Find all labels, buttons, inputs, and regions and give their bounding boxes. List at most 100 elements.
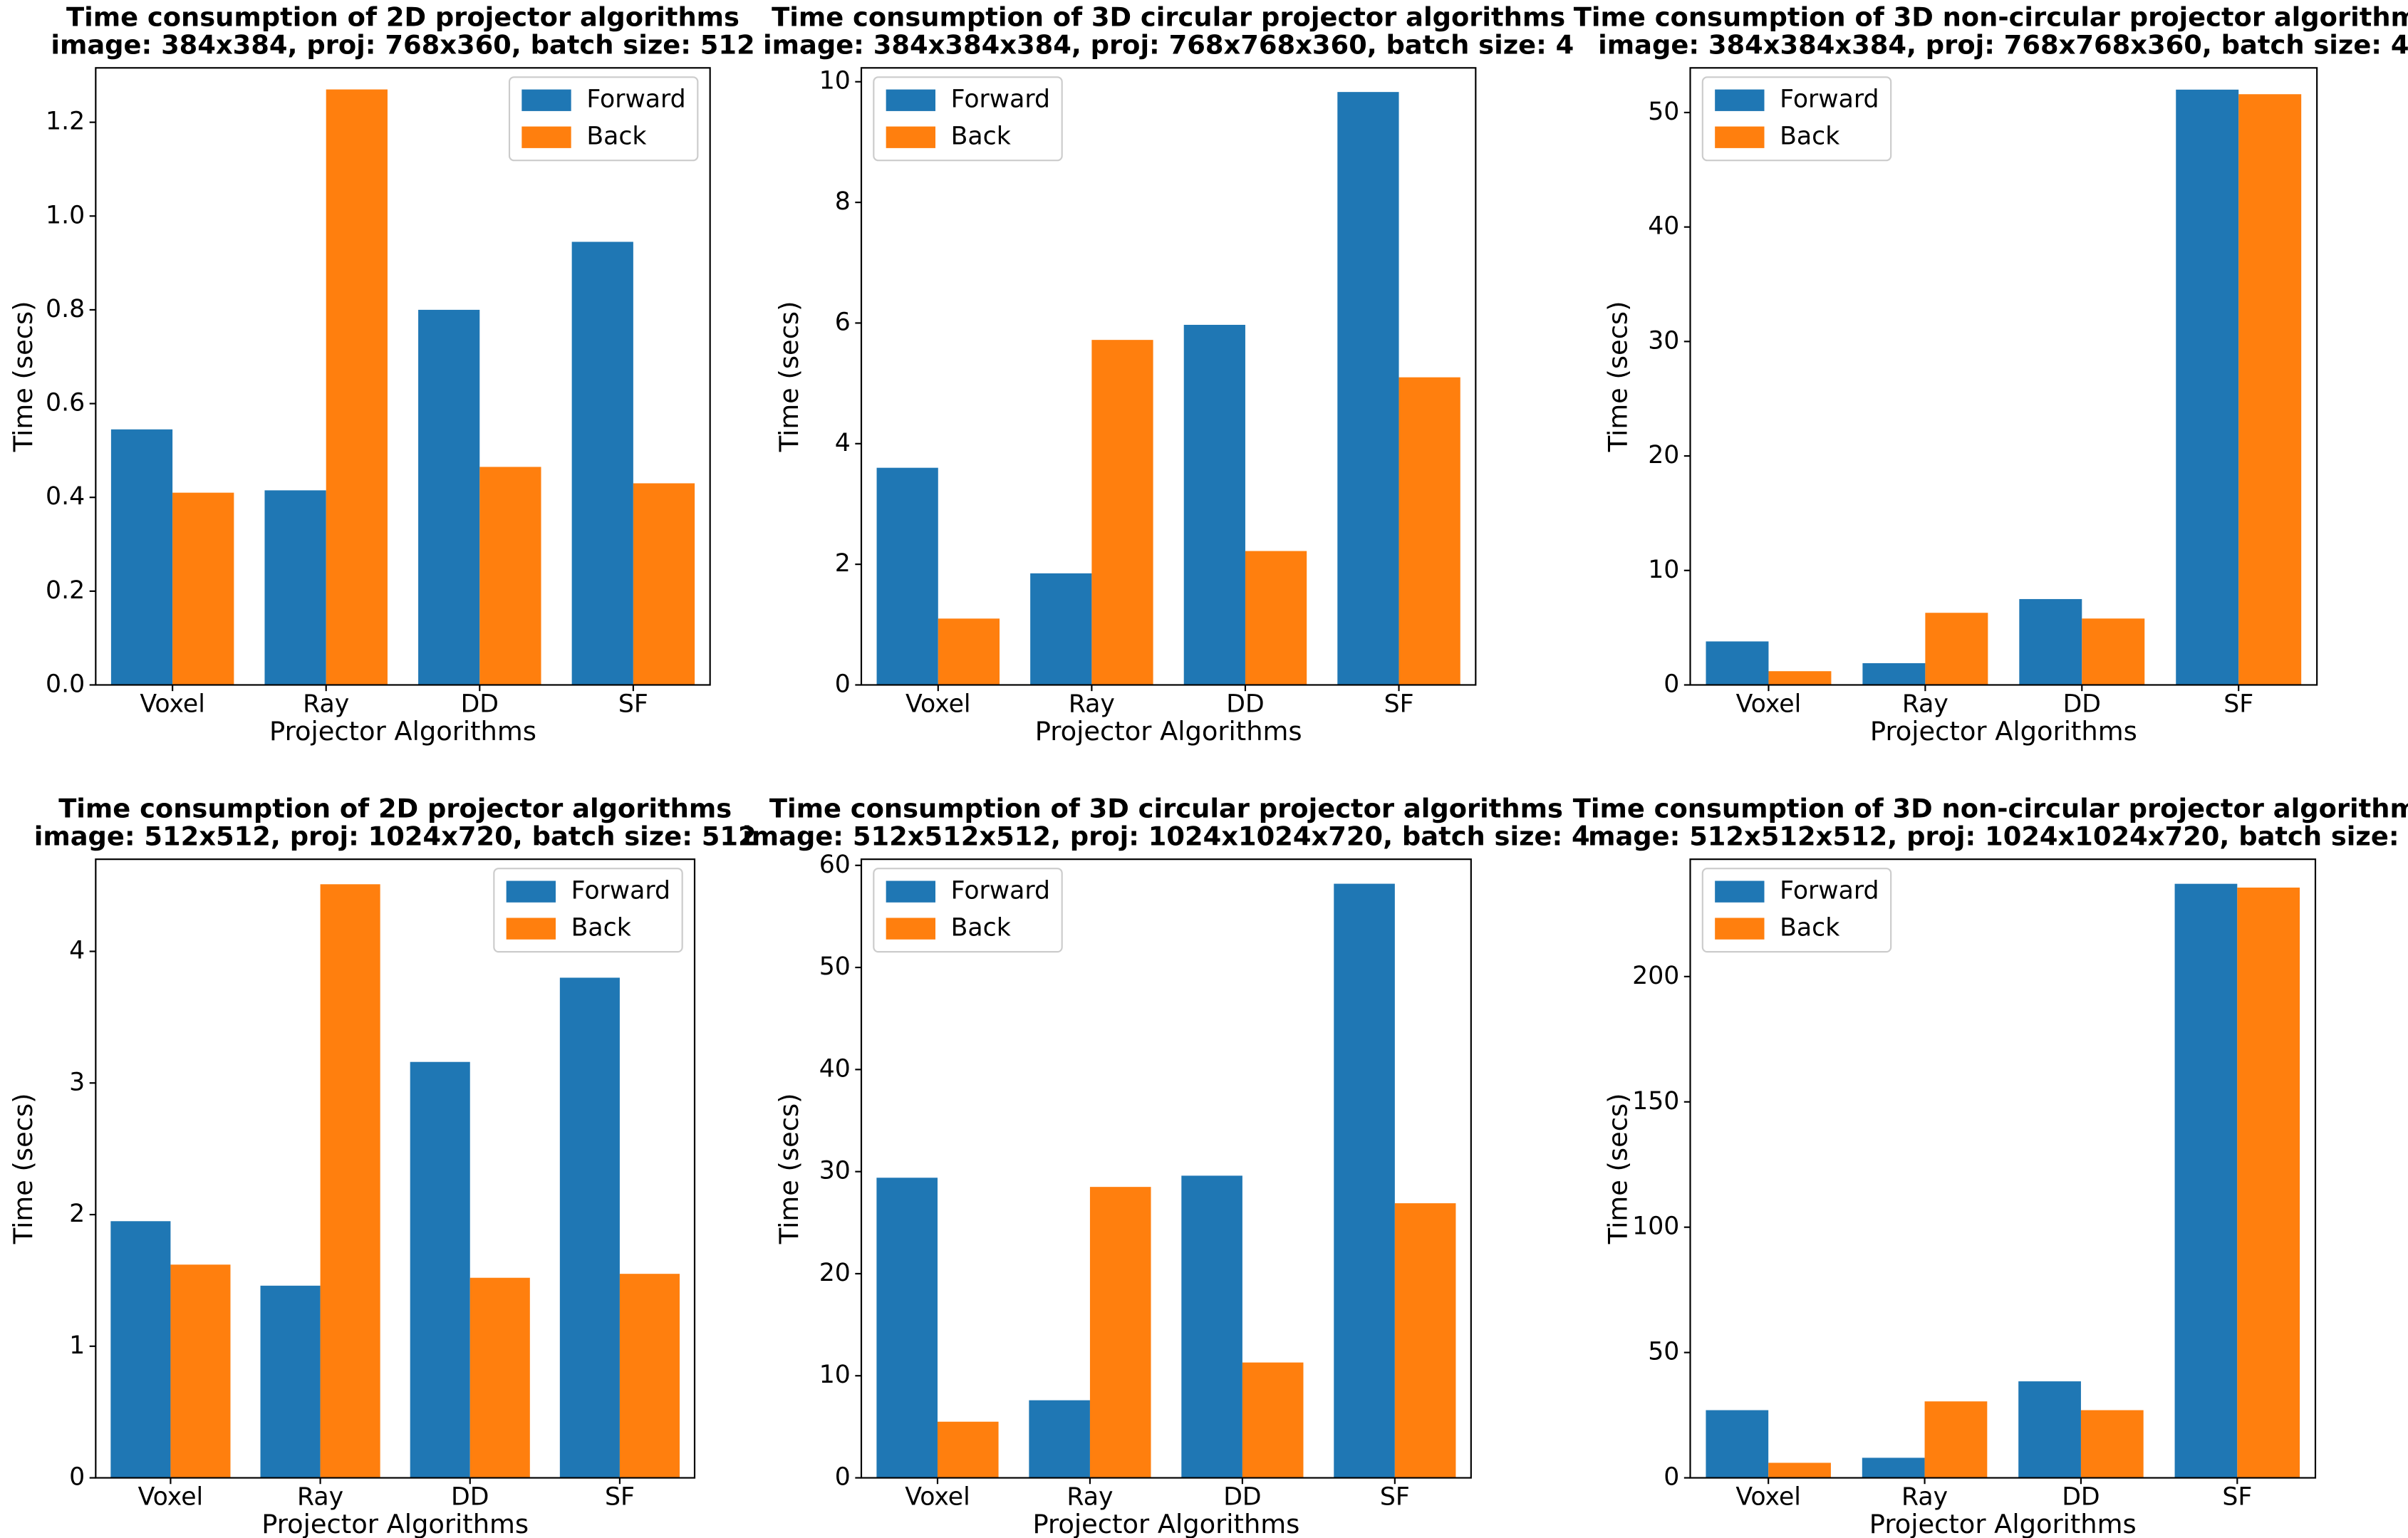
x-tick-label: DD bbox=[451, 1483, 489, 1512]
y-tick-label: 40 bbox=[1648, 212, 1679, 241]
legend-label: Forward bbox=[1780, 85, 1879, 114]
axes-frame bbox=[1689, 67, 2318, 686]
y-tick-label: 0 bbox=[835, 670, 851, 698]
x-tick-label: Ray bbox=[1901, 1483, 1948, 1512]
x-tick-label: Ray bbox=[297, 1483, 343, 1512]
x-axis-label: Projector Algorithms bbox=[269, 716, 536, 747]
chart-title: Time consumption of 3D non-circular proj… bbox=[1574, 1, 2408, 32]
y-tick-label: 6 bbox=[835, 308, 851, 336]
x-tick-label: SF bbox=[2223, 690, 2253, 719]
y-tick-label: 0.8 bbox=[46, 295, 85, 323]
y-tick-label: 1.2 bbox=[46, 108, 85, 136]
bar bbox=[1862, 1458, 1925, 1478]
x-tick-label: Voxel bbox=[905, 1483, 970, 1512]
x-tick-label: DD bbox=[2063, 690, 2101, 719]
chart-title: Time consumption of 3D circular projecto… bbox=[772, 1, 1565, 32]
x-tick-label: Voxel bbox=[1736, 690, 1802, 719]
axes-frame bbox=[95, 858, 696, 1479]
legend-swatch bbox=[886, 880, 935, 903]
bar bbox=[1924, 1401, 1988, 1478]
legend-swatch bbox=[1715, 89, 1765, 111]
y-tick-label: 50 bbox=[819, 952, 851, 981]
bar bbox=[479, 467, 541, 685]
y-tick-label: 10 bbox=[1648, 556, 1679, 584]
y-axis-label: Time (secs) bbox=[774, 301, 804, 453]
bar bbox=[1337, 92, 1399, 685]
y-tick-label: 1.0 bbox=[46, 201, 85, 229]
x-axis-label: Projector Algorithms bbox=[1032, 1509, 1299, 1538]
bar bbox=[260, 1285, 321, 1478]
y-axis-label: Time (secs) bbox=[1602, 301, 1633, 453]
y-axis-label: Time (secs) bbox=[1602, 1093, 1633, 1245]
bar bbox=[2174, 883, 2238, 1478]
x-tick-label: Ray bbox=[303, 690, 349, 719]
bar bbox=[320, 884, 380, 1478]
legend-swatch bbox=[1715, 918, 1765, 940]
bar bbox=[1181, 1175, 1242, 1478]
x-tick-label: DD bbox=[1223, 1483, 1261, 1512]
x-tick-label: Ray bbox=[1902, 690, 1948, 719]
y-tick-label: 0 bbox=[835, 1463, 851, 1492]
y-tick-label: 3 bbox=[69, 1068, 85, 1096]
chart-subtitle: image: 384x384x384, proj: 768x768x360, b… bbox=[763, 29, 1574, 60]
y-tick-label: 10 bbox=[819, 67, 851, 95]
chart-subtitle: image: 512x512x512, proj: 1024x1024x720,… bbox=[1579, 821, 2408, 851]
y-tick-label: 0 bbox=[1664, 670, 1679, 698]
y-axis-label: Time (secs) bbox=[8, 1093, 38, 1245]
x-axis-label: Projector Algorithms bbox=[1870, 716, 2137, 747]
bar bbox=[1925, 613, 1988, 685]
y-tick-label: 2 bbox=[69, 1200, 85, 1228]
bar bbox=[469, 1277, 530, 1478]
x-axis-label: Projector Algorithms bbox=[1869, 1509, 2137, 1538]
y-tick-label: 20 bbox=[1648, 441, 1679, 469]
x-tick-label: SF bbox=[618, 690, 648, 719]
bar bbox=[2018, 1381, 2081, 1478]
bar bbox=[1768, 671, 1832, 685]
y-tick-label: 30 bbox=[1648, 326, 1679, 355]
legend-swatch bbox=[1715, 126, 1765, 148]
x-tick-label: DD bbox=[461, 690, 499, 719]
legend-label: Back bbox=[571, 914, 631, 942]
legend-label: Forward bbox=[1780, 877, 1879, 905]
bar bbox=[2019, 598, 2082, 685]
bar bbox=[418, 309, 480, 685]
y-tick-label: 30 bbox=[819, 1157, 851, 1185]
bar bbox=[2238, 94, 2302, 685]
legend-label: Back bbox=[586, 123, 646, 151]
bar bbox=[559, 977, 620, 1478]
y-tick-label: 0.6 bbox=[46, 389, 85, 417]
bar bbox=[1245, 551, 1307, 685]
axes-frame bbox=[860, 67, 1477, 686]
bar bbox=[170, 1264, 231, 1478]
bar bbox=[1091, 340, 1153, 685]
legend-label: Forward bbox=[571, 877, 670, 905]
bar bbox=[2082, 618, 2145, 685]
y-tick-label: 1 bbox=[69, 1331, 85, 1360]
y-tick-label: 50 bbox=[1648, 98, 1679, 126]
bar bbox=[1242, 1362, 1304, 1478]
legend-label: Back bbox=[1780, 123, 1839, 151]
legend-swatch bbox=[1715, 880, 1765, 903]
bar bbox=[110, 1221, 171, 1478]
legend-label: Back bbox=[951, 914, 1011, 942]
y-tick-label: 0.0 bbox=[46, 670, 85, 698]
bar bbox=[326, 89, 388, 685]
bar bbox=[1706, 641, 1769, 685]
x-tick-label: Voxel bbox=[138, 1483, 204, 1512]
bar bbox=[1089, 1187, 1151, 1478]
y-tick-label: 40 bbox=[819, 1054, 851, 1083]
x-tick-label: Ray bbox=[1067, 1483, 1113, 1512]
x-tick-label: SF bbox=[1384, 690, 1414, 719]
bar bbox=[633, 483, 695, 685]
x-tick-label: SF bbox=[2222, 1483, 2252, 1512]
x-tick-label: DD bbox=[2062, 1483, 2100, 1512]
bar bbox=[2237, 887, 2300, 1478]
chart-title: Time consumption of 3D non-circular proj… bbox=[1573, 793, 2408, 823]
chart-subtitle: image: 384x384x384, proj: 768x768x360, b… bbox=[1598, 29, 2408, 60]
bar bbox=[937, 1421, 999, 1478]
y-tick-label: 100 bbox=[1632, 1212, 1679, 1241]
bar bbox=[264, 490, 326, 685]
legend-swatch bbox=[506, 918, 556, 940]
